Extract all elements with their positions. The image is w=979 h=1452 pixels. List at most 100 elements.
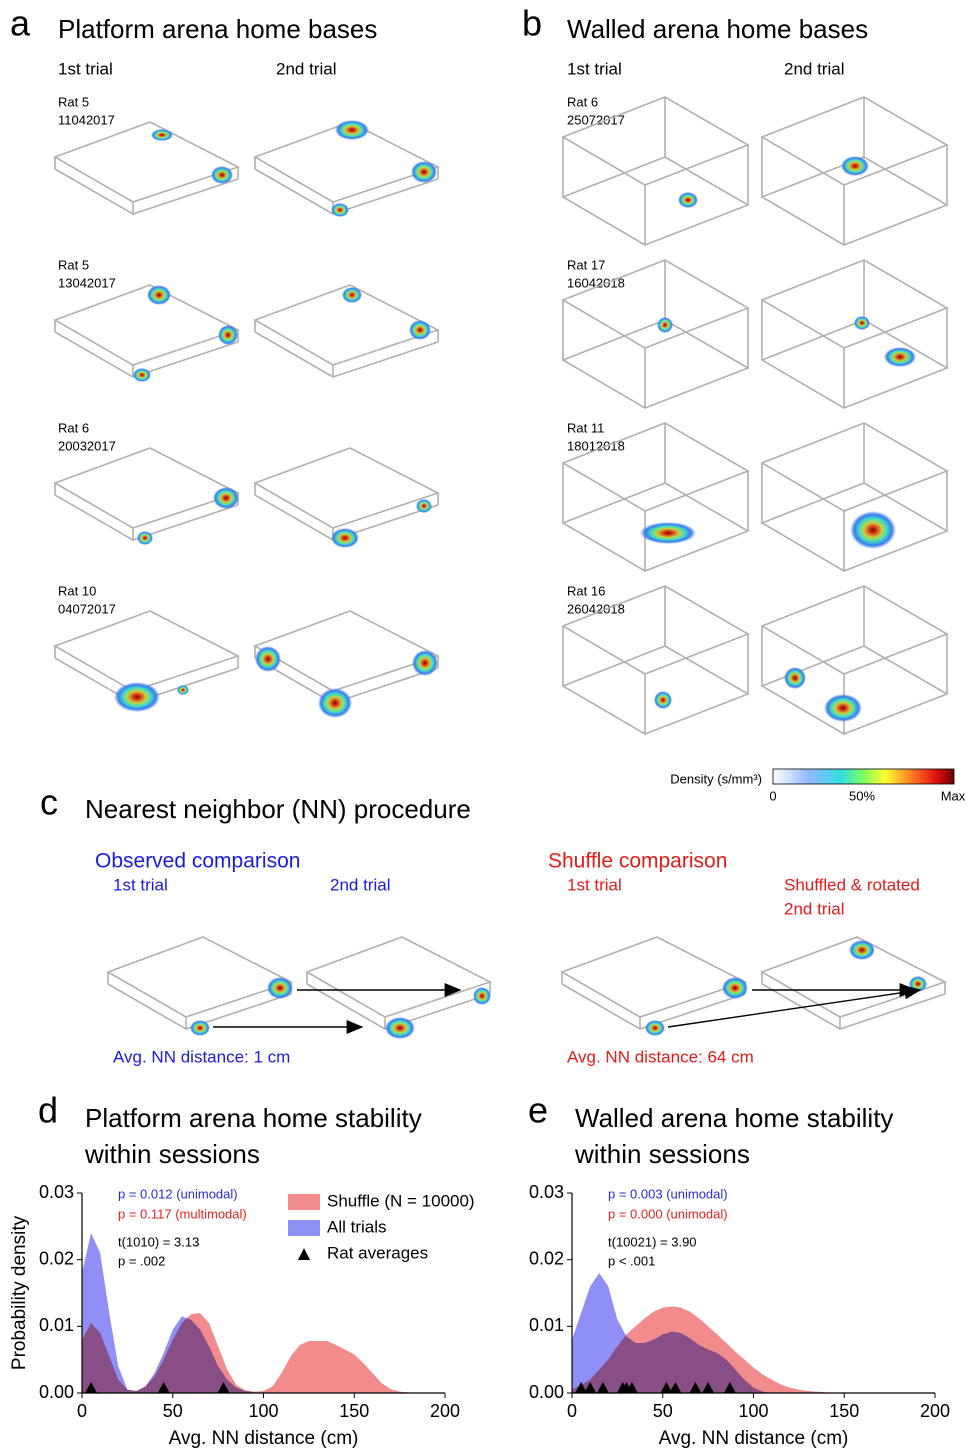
home-base: [213, 487, 239, 509]
home-base: [190, 1020, 210, 1036]
rat-average-marker: [596, 1382, 609, 1393]
colorbar-tick: Max: [941, 788, 966, 803]
home-base: [211, 166, 233, 184]
session-label: 25072017: [567, 112, 625, 127]
annotation: p = .002: [118, 1253, 165, 1268]
colorbar-tick: 0: [769, 788, 776, 803]
y-tick-label: 0.02: [529, 1248, 564, 1268]
platform-arena: [254, 610, 439, 704]
annotation: p = 0.012 (unimodal): [118, 1186, 238, 1201]
rat-label: Rat 10: [58, 583, 96, 598]
panel-title: Nearest neighbor (NN) procedure: [85, 794, 471, 824]
home-base: [385, 1017, 415, 1039]
chart-title: Platform arena home stability: [85, 1103, 422, 1133]
density-area: [572, 1273, 935, 1393]
rat-label: Rat 6: [58, 420, 89, 435]
annotation: p = 0.117 (multimodal): [118, 1206, 247, 1221]
chart-title: Walled arena home stability: [575, 1103, 893, 1133]
home-base: [784, 667, 806, 689]
chart-title: within sessions: [84, 1139, 260, 1169]
home-base: [335, 120, 369, 140]
chart-title: within sessions: [574, 1139, 750, 1169]
x-tick-label: 200: [430, 1401, 460, 1421]
density-area: [82, 1233, 445, 1393]
rat-label: Rat 5: [58, 94, 89, 109]
home-base: [342, 287, 362, 303]
platform-arena: [54, 447, 239, 541]
home-base: [255, 646, 281, 672]
rat-label: Rat 17: [567, 257, 605, 272]
home-base: [411, 161, 437, 183]
session-label: 04072017: [58, 601, 116, 616]
home-base: [473, 987, 491, 1005]
trial-label: 1st trial: [113, 875, 168, 894]
home-base: [151, 129, 173, 141]
home-base: [147, 285, 171, 305]
x-axis-label: Avg. NN distance (cm): [659, 1428, 849, 1449]
x-tick-label: 200: [920, 1401, 950, 1421]
comparison-title: Shuffle comparison: [548, 850, 727, 873]
home-base: [657, 317, 673, 333]
home-base: [824, 694, 862, 722]
rat-average-marker: [660, 1382, 673, 1393]
home-bases: [114, 120, 927, 1039]
session-label: 13042017: [58, 275, 116, 290]
y-tick-label: 0.03: [39, 1182, 74, 1202]
rat-average-marker: [575, 1382, 588, 1393]
y-tick-label: 0.01: [529, 1315, 564, 1335]
session-label: 16042018: [567, 275, 625, 290]
home-base: [412, 650, 438, 676]
x-tick-label: 150: [829, 1401, 859, 1421]
home-base: [884, 347, 916, 367]
rat-label: Rat 11: [567, 420, 604, 435]
platform-arena: [54, 284, 239, 378]
home-base: [722, 977, 748, 999]
home-base: [318, 688, 352, 718]
rat-label: Rat 6: [567, 94, 598, 109]
y-axis-label: Probability density: [9, 1215, 30, 1370]
session-label: 20032017: [58, 438, 116, 453]
annotation: p < .001: [608, 1253, 655, 1268]
platform-arena: [561, 936, 746, 1030]
session-label: 18012018: [567, 438, 625, 453]
trial-label: 2nd trial: [330, 875, 390, 894]
home-base: [409, 320, 431, 340]
trial-label: Shuffled & rotated: [784, 875, 920, 894]
legend-marker: [298, 1248, 310, 1260]
home-base: [177, 685, 189, 695]
home-base: [114, 682, 160, 712]
platform-arena: [254, 447, 439, 541]
home-base: [133, 368, 151, 382]
colorbar-label: Density (s/mm³): [670, 771, 762, 786]
x-tick-label: 150: [339, 1401, 369, 1421]
rat-label: Rat 5: [58, 257, 89, 272]
home-base: [854, 316, 870, 330]
density-area: [82, 1313, 445, 1393]
walled-arena: [761, 422, 948, 572]
panel-letter: e: [528, 1090, 548, 1131]
y-tick-label: 0.00: [529, 1382, 564, 1402]
rat-average-marker: [689, 1382, 702, 1393]
home-base: [849, 940, 875, 960]
column-label: 1st trial: [567, 59, 622, 78]
home-base: [841, 156, 869, 176]
panel-title: Walled arena home bases: [567, 14, 868, 44]
rat-average-marker: [702, 1382, 715, 1393]
rat-average-marker: [625, 1382, 638, 1393]
annotation: t(1010) = 3.13: [118, 1234, 199, 1249]
legend-label: All trials: [327, 1217, 387, 1236]
x-tick-label: 50: [653, 1401, 673, 1421]
rat-label: Rat 16: [567, 583, 605, 598]
panel-letter: a: [10, 3, 31, 44]
column-label: 2nd trial: [276, 59, 336, 78]
y-tick-label: 0.00: [39, 1382, 74, 1402]
home-base: [416, 499, 432, 513]
rat-average-marker: [723, 1382, 736, 1393]
rat-average-marker: [584, 1382, 597, 1393]
home-base: [218, 325, 238, 345]
x-tick-label: 100: [738, 1401, 768, 1421]
nn-arrow: [667, 985, 922, 1028]
panel-title: Platform arena home bases: [58, 14, 377, 44]
panel-letter: d: [38, 1090, 58, 1131]
